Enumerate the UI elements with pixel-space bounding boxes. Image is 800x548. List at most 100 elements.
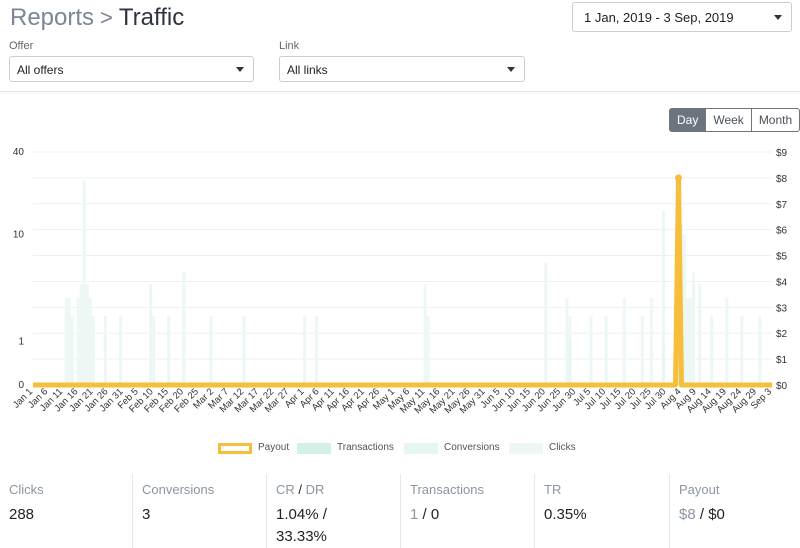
stat-tr: TR 0.35% — [535, 474, 670, 548]
clicks-bar — [88, 298, 92, 385]
clicks-bar — [426, 316, 430, 385]
conversions-bar — [661, 341, 665, 385]
link-select[interactable]: All links — [279, 56, 525, 82]
clicks-bar — [167, 316, 171, 385]
clicks-bar — [565, 298, 569, 385]
clicks-bar — [82, 180, 86, 385]
offer-select[interactable]: All offers — [9, 56, 254, 82]
chart-legend: Payout Transactions Conversions Clicks — [0, 441, 800, 457]
stats-summary: Clicks 288 Conversions 3 CR / DR 1.04% /… — [0, 474, 800, 548]
clicks-bar — [661, 211, 665, 385]
clicks-bar — [85, 284, 89, 385]
y-left-tick-label: 10 — [13, 230, 25, 241]
stat-conversions-value: 3 — [142, 506, 151, 523]
y-right-tick-label: $5 — [776, 252, 788, 263]
transactions-bar — [676, 341, 680, 385]
y-right-tick-label: $1 — [776, 355, 788, 366]
link-label: Link — [279, 40, 300, 52]
clicks-bar — [118, 316, 122, 385]
clicks-bar — [209, 316, 213, 385]
clicks-bar — [649, 298, 653, 385]
stat-conversions-label: Conversions — [142, 482, 215, 497]
stat-transactions-label: Transactions — [410, 482, 484, 497]
stat-transactions-second: 0 — [430, 506, 440, 523]
clicks-bar — [698, 284, 702, 385]
breadcrumb-reports[interactable]: Reports — [10, 4, 95, 31]
legend-transactions-label: Transactions — [337, 442, 394, 453]
legend-clicks-swatch — [509, 443, 543, 454]
clicks-bar — [152, 316, 156, 385]
stat-cr-dr-value-sep: / — [322, 506, 327, 523]
conversions-bar — [568, 341, 572, 385]
clicks-bar — [683, 234, 687, 385]
breadcrumb-current: Traffic — [118, 4, 185, 31]
clicks-bar — [242, 316, 246, 385]
clicks-bar — [740, 316, 744, 385]
legend-conversions-label: Conversions — [444, 442, 500, 453]
stat-cr-dr: CR / DR 1.04% / 33.33% — [267, 474, 401, 548]
legend-clicks-label: Clicks — [549, 442, 576, 453]
stat-payout: Payout $8 / $0 — [670, 474, 800, 548]
link-select-value: All links — [287, 63, 328, 77]
caret-down-icon — [774, 15, 782, 20]
date-range-select[interactable]: 1 Jan, 2019 - 3 Sep, 2019 — [572, 2, 792, 32]
stat-tr-label: TR — [544, 482, 562, 497]
period-month-button[interactable]: Month — [750, 108, 800, 132]
legend-conversions-swatch — [404, 443, 438, 454]
stat-clicks-label: Clicks — [9, 482, 44, 497]
stat-transactions-count: 1 — [410, 506, 419, 523]
stat-clicks-value: 288 — [9, 506, 35, 523]
clicks-bar — [686, 298, 690, 385]
stat-payout-amount: $8 — [679, 506, 696, 523]
caret-down-icon — [507, 67, 515, 72]
date-range-value: 1 Jan, 2019 - 3 Sep, 2019 — [584, 10, 734, 25]
y-right-tick-label: $3 — [776, 303, 788, 314]
stat-payout-sep: / — [699, 506, 705, 523]
stat-clicks: Clicks 288 — [0, 474, 133, 548]
period-day-button[interactable]: Day — [669, 108, 707, 132]
stat-cr-dr-value: 1.04% / 33.33% — [276, 504, 327, 548]
stat-payout-second: $0 — [708, 506, 725, 523]
stat-cr-value: 1.04% — [276, 506, 319, 523]
stat-cr-dr-label: CR / DR — [276, 482, 324, 497]
clicks-bar — [544, 262, 548, 385]
stat-dr-value: 33.33% — [276, 528, 327, 545]
stat-tr-value: 0.35% — [544, 506, 587, 523]
clicks-bar — [689, 298, 693, 385]
stat-dr-label: DR — [305, 482, 325, 497]
clicks-bar — [64, 298, 68, 385]
y-right-tick-label: $2 — [776, 329, 788, 340]
period-week-button[interactable]: Week — [705, 108, 752, 132]
page-title: Reports > Traffic — [10, 4, 184, 32]
stat-conversions: Conversions 3 — [133, 474, 267, 548]
clicks-bar — [622, 298, 626, 385]
clicks-bar — [692, 272, 696, 385]
y-left-tick-label: 40 — [13, 147, 25, 158]
clicks-bar — [710, 316, 714, 385]
clicks-bar — [725, 298, 729, 385]
clicks-bar — [103, 316, 107, 385]
stat-transactions: Transactions 1 / 0 — [401, 474, 535, 548]
offer-label: Offer — [9, 40, 34, 52]
clicks-bar — [315, 316, 319, 385]
clicks-bar — [640, 316, 644, 385]
stat-payout-label: Payout — [679, 482, 720, 497]
page-header: Reports > Traffic 1 Jan, 2019 - 3 Sep, 201… — [0, 0, 800, 92]
clicks-bar — [604, 316, 608, 385]
clicks-bar — [79, 284, 83, 385]
clicks-bar — [67, 298, 71, 385]
caret-down-icon — [236, 67, 244, 72]
y-right-tick-label: $4 — [776, 277, 788, 288]
clicks-bar — [76, 298, 80, 385]
clicks-bar — [302, 316, 306, 385]
clicks-bar — [70, 316, 74, 385]
payout-peak-point — [674, 174, 682, 182]
y-left-tick-label: 1 — [18, 337, 24, 348]
clicks-bar — [589, 316, 593, 385]
stat-cr-dr-label-sep: / — [298, 482, 303, 497]
clicks-bar — [758, 316, 762, 385]
legend-payout-swatch — [218, 443, 252, 454]
legend-transactions-swatch — [297, 443, 331, 454]
stat-transactions-sep: / — [422, 506, 427, 523]
